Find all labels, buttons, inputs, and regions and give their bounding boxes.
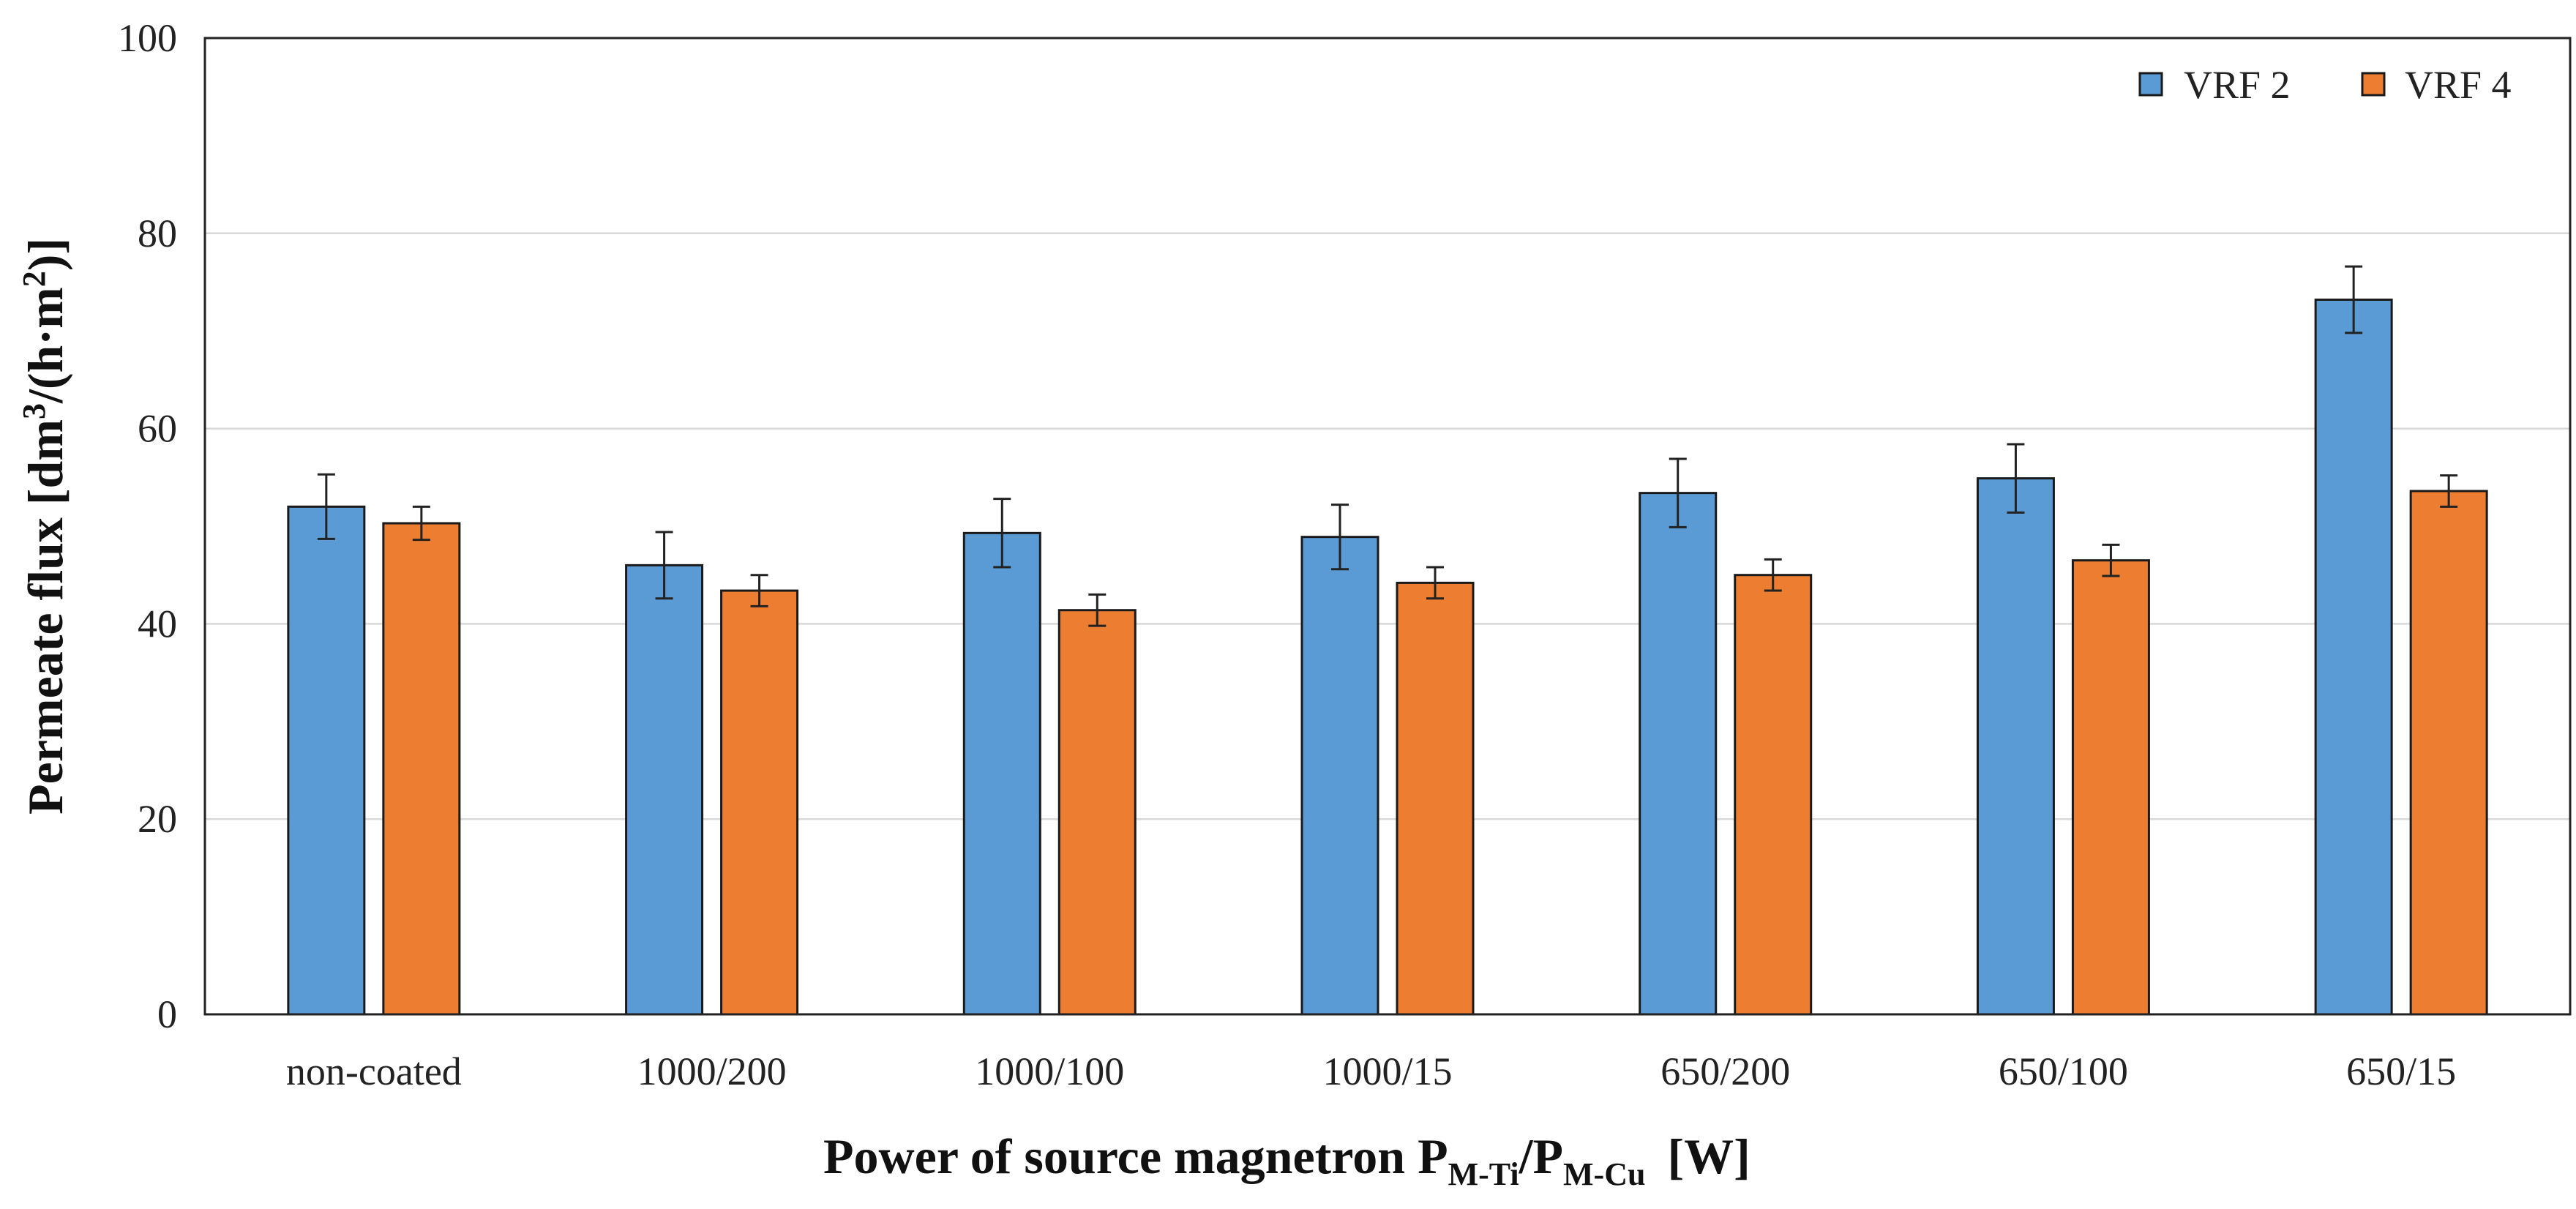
x-tick-label: 650/15 bbox=[2346, 1049, 2456, 1093]
error-bar-vrf4 bbox=[1764, 558, 1782, 592]
legend: VRF 2 VRF 4 bbox=[2138, 63, 2512, 107]
error-bar-vrf2 bbox=[317, 473, 335, 540]
bar-vrf2 bbox=[1976, 477, 2055, 1016]
x-tick-label: 650/200 bbox=[1660, 1049, 1790, 1093]
bar-vrf2 bbox=[2314, 299, 2393, 1016]
y-tick-label: 40 bbox=[138, 602, 177, 645]
y-axis-title-main: Permeate flux [dm bbox=[18, 419, 73, 815]
x-tick-label: 1000/15 bbox=[1322, 1049, 1452, 1093]
legend-label-vrf4: VRF 4 bbox=[2405, 63, 2512, 107]
x-axis-title-sub2: M-Cu bbox=[1563, 1156, 1645, 1192]
x-tick-label: 1000/200 bbox=[637, 1049, 787, 1093]
error-bar-vrf4 bbox=[1088, 593, 1107, 627]
error-bar-vrf4 bbox=[1426, 566, 1444, 600]
error-bar-vrf2 bbox=[1669, 457, 1687, 528]
error-bar-vrf2 bbox=[1331, 504, 1349, 571]
legend-label-vrf2: VRF 2 bbox=[2184, 63, 2291, 107]
legend-swatch-vrf4 bbox=[2361, 72, 2386, 97]
bar-vrf4 bbox=[382, 522, 461, 1016]
error-bar-vrf4 bbox=[2102, 543, 2120, 577]
error-bar-vrf2 bbox=[2007, 443, 2025, 514]
bar-vrf2 bbox=[962, 531, 1041, 1016]
legend-swatch-vrf2 bbox=[2138, 72, 2163, 97]
y-axis-title-sup2: 2 bbox=[16, 271, 52, 287]
bar-vrf4 bbox=[1057, 609, 1137, 1016]
bar-vrf4 bbox=[2071, 559, 2150, 1016]
error-bar-vrf4 bbox=[412, 505, 430, 542]
error-bar-vrf4 bbox=[750, 574, 768, 607]
y-axis-title: Permeate flux [dm3/(h·m2)] bbox=[16, 238, 73, 815]
x-axis-title-slash: /P bbox=[1519, 1128, 1563, 1184]
x-tick-labels: non-coated 1000/200 1000/100 1000/15 650/200… bbox=[286, 1049, 2456, 1093]
bar-vrf4 bbox=[1734, 574, 1813, 1016]
x-axis-title-unit: [W] bbox=[1667, 1128, 1750, 1184]
y-axis-title-sup1: 3 bbox=[16, 403, 52, 419]
x-axis-title-main: Power of source magnetron P bbox=[823, 1128, 1448, 1184]
bar-vrf2 bbox=[625, 564, 704, 1016]
error-bar-vrf2 bbox=[2345, 265, 2363, 334]
bar-vrf4 bbox=[720, 589, 799, 1016]
gridlines bbox=[205, 232, 2570, 820]
y-tick-label: 0 bbox=[157, 992, 177, 1036]
bar-vrf2 bbox=[1300, 536, 1379, 1016]
y-tick-label: 60 bbox=[138, 407, 177, 451]
bar-vrf4 bbox=[2409, 490, 2488, 1016]
bar-vrf2 bbox=[1639, 492, 1718, 1016]
error-bar-vrf4 bbox=[2440, 474, 2458, 508]
y-tick-label: 80 bbox=[138, 212, 177, 255]
y-axis-title-mid: /(h·m bbox=[18, 287, 73, 404]
y-tick-labels: 0 20 40 60 80 100 bbox=[118, 16, 177, 1036]
y-axis-title-end: )] bbox=[18, 238, 73, 271]
x-axis-title: Power of source magnetron PM-Ti/PM-Cu [W] bbox=[823, 1128, 1751, 1192]
error-bars bbox=[317, 265, 2458, 627]
error-bar-vrf2 bbox=[655, 531, 673, 600]
y-tick-label: 20 bbox=[138, 797, 177, 841]
x-axis-title-sub1: M-Ti bbox=[1448, 1156, 1519, 1192]
bar-vrf4 bbox=[1396, 581, 1475, 1016]
plot-frame bbox=[203, 37, 2572, 1016]
bars bbox=[287, 299, 2488, 1016]
bar-vrf2 bbox=[287, 505, 366, 1016]
x-tick-label: 650/100 bbox=[1999, 1049, 2128, 1093]
y-tick-label: 100 bbox=[118, 16, 177, 60]
x-tick-label: 1000/100 bbox=[975, 1049, 1124, 1093]
error-bar-vrf2 bbox=[993, 498, 1011, 569]
x-tick-label: non-coated bbox=[286, 1049, 462, 1093]
